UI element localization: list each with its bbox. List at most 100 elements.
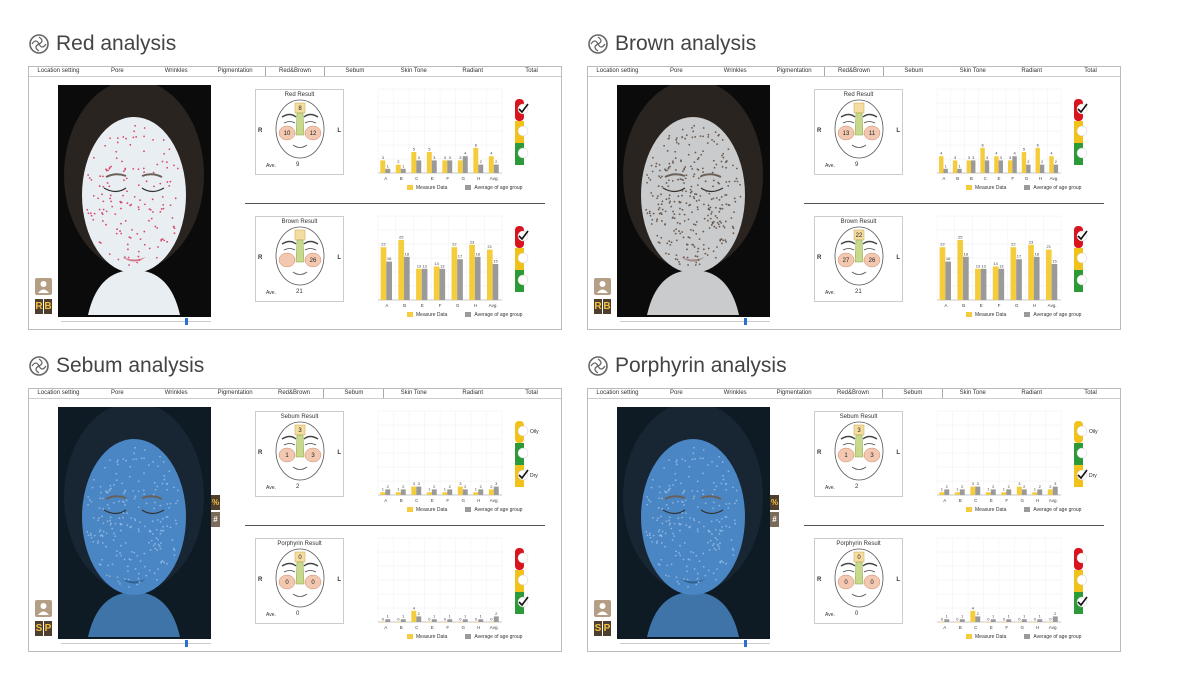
tab-skin-tone[interactable]: Skin Tone <box>400 68 427 74</box>
bar-value-label: 1 <box>1039 614 1042 619</box>
tab-red-brown[interactable]: Red&Brown <box>823 67 885 76</box>
result-title: Red Result <box>843 92 874 98</box>
status-option[interactable] <box>517 425 529 437</box>
user-button[interactable] <box>35 600 52 617</box>
measure-bar <box>970 486 976 495</box>
slider-thumb[interactable] <box>744 640 747 647</box>
slider-track[interactable] <box>61 643 211 644</box>
tab-sebum[interactable]: Sebum <box>904 68 924 74</box>
slider-thumb[interactable] <box>185 318 188 325</box>
tab-pore[interactable]: Pore <box>669 68 683 74</box>
tab-pigmentation[interactable]: Pigmentation <box>776 68 812 74</box>
tab-location-setting[interactable]: Location setting <box>37 68 80 74</box>
user-button[interactable] <box>594 278 611 295</box>
section-title: Red analysis <box>28 30 176 58</box>
result-title: Sebum Result <box>280 414 319 420</box>
tab-pigmentation[interactable]: Pigmentation <box>776 390 812 396</box>
tab-radiant[interactable]: Radiant <box>1021 68 1043 74</box>
status-option[interactable] <box>517 552 529 564</box>
bar-value-label: 2 <box>387 484 390 489</box>
tab-sebum[interactable]: Sebum <box>882 389 944 398</box>
status-option[interactable] <box>1076 252 1088 264</box>
percent-button[interactable]: % <box>770 495 779 510</box>
count-button[interactable]: # <box>211 512 220 527</box>
tab-skin-tone[interactable]: Skin Tone <box>400 390 427 396</box>
mode-button[interactable]: R <box>594 299 602 314</box>
tab-location-setting[interactable]: Location setting <box>596 68 639 74</box>
tab-red-brown[interactable]: Red&Brown <box>837 390 870 396</box>
count-button[interactable]: # <box>770 512 779 527</box>
tab-pore[interactable]: Pore <box>110 390 124 396</box>
status-option[interactable] <box>517 574 529 586</box>
average-bar <box>975 486 981 495</box>
mode-button[interactable]: P <box>603 621 611 636</box>
status-option[interactable] <box>517 274 529 286</box>
mode-button[interactable]: B <box>603 299 611 314</box>
percent-button[interactable]: % <box>211 495 220 510</box>
legend-average-text: Average of age group <box>1033 312 1082 318</box>
tab-wrinkles[interactable]: Wrinkles <box>723 390 747 396</box>
status-option[interactable] <box>1076 425 1088 437</box>
status-option[interactable] <box>517 252 529 264</box>
average-label: Ave. <box>825 485 835 491</box>
tab-red-brown[interactable]: Red&Brown <box>264 67 326 76</box>
status-option[interactable] <box>1076 274 1088 286</box>
tab-wrinkles[interactable]: Wrinkles <box>164 390 188 396</box>
average-bar <box>385 619 391 622</box>
mode-button[interactable]: R <box>35 299 43 314</box>
average-label: Ave. <box>825 163 835 169</box>
tab-sebum[interactable]: Sebum <box>323 389 385 398</box>
tab-location-setting[interactable]: Location setting <box>37 390 80 396</box>
x-tick-label: E <box>990 498 993 503</box>
status-option[interactable] <box>1076 574 1088 586</box>
mode-button[interactable]: S <box>594 621 602 636</box>
tab-radiant[interactable]: Radiant <box>462 68 484 74</box>
tab-radiant[interactable]: Radiant <box>462 390 484 396</box>
slider-thumb[interactable] <box>744 318 747 325</box>
status-option[interactable] <box>517 125 529 137</box>
tab-total[interactable]: Total <box>1084 390 1097 396</box>
status-option[interactable] <box>1076 125 1088 137</box>
slider-track[interactable] <box>620 321 770 322</box>
tab-pigmentation[interactable]: Pigmentation <box>217 68 253 74</box>
tab-skin-tone[interactable]: Skin Tone <box>959 68 986 74</box>
tab-wrinkles[interactable]: Wrinkles <box>723 68 747 74</box>
x-tick-label: G <box>1020 625 1024 630</box>
checkmark-icon <box>1077 596 1088 607</box>
bar-value-label: 3 <box>495 481 498 486</box>
x-tick-label: B <box>400 176 403 181</box>
user-button[interactable] <box>594 600 611 617</box>
tab-total[interactable]: Total <box>525 68 538 74</box>
user-button[interactable] <box>35 278 52 295</box>
tab-pore[interactable]: Pore <box>110 68 124 74</box>
measure-bar <box>457 622 463 623</box>
tab-sebum[interactable]: Sebum <box>345 68 365 74</box>
tab-total[interactable]: Total <box>525 390 538 396</box>
status-option[interactable] <box>517 147 529 159</box>
zone-value: 13 <box>843 131 850 137</box>
mode-button[interactable]: P <box>44 621 52 636</box>
slider-track[interactable] <box>620 643 770 644</box>
legend-measure: Measure Data <box>407 507 447 513</box>
status-option[interactable] <box>1076 147 1088 159</box>
tab-location-setting[interactable]: Location setting <box>596 390 639 396</box>
tab-red-brown[interactable]: Red&Brown <box>278 390 311 396</box>
slider-thumb[interactable] <box>185 640 188 647</box>
bar-value-label: 5 <box>413 147 416 152</box>
status-option[interactable] <box>517 447 529 459</box>
tab-skin-tone[interactable]: Skin Tone <box>959 390 986 396</box>
tab-pigmentation[interactable]: Pigmentation <box>217 390 253 396</box>
bar-value-label: 2 <box>1039 484 1042 489</box>
tab-pore[interactable]: Pore <box>669 390 683 396</box>
slider-track[interactable] <box>61 321 211 322</box>
tab-radiant[interactable]: Radiant <box>1021 390 1043 396</box>
mode-button[interactable]: B <box>44 299 52 314</box>
measure-bar <box>451 247 458 300</box>
checkmark-icon <box>518 596 529 607</box>
status-option[interactable] <box>1076 447 1088 459</box>
bar-value-label: 3 <box>449 155 452 160</box>
tab-wrinkles[interactable]: Wrinkles <box>164 68 188 74</box>
mode-button[interactable]: S <box>35 621 43 636</box>
tab-total[interactable]: Total <box>1084 68 1097 74</box>
status-option[interactable] <box>1076 552 1088 564</box>
